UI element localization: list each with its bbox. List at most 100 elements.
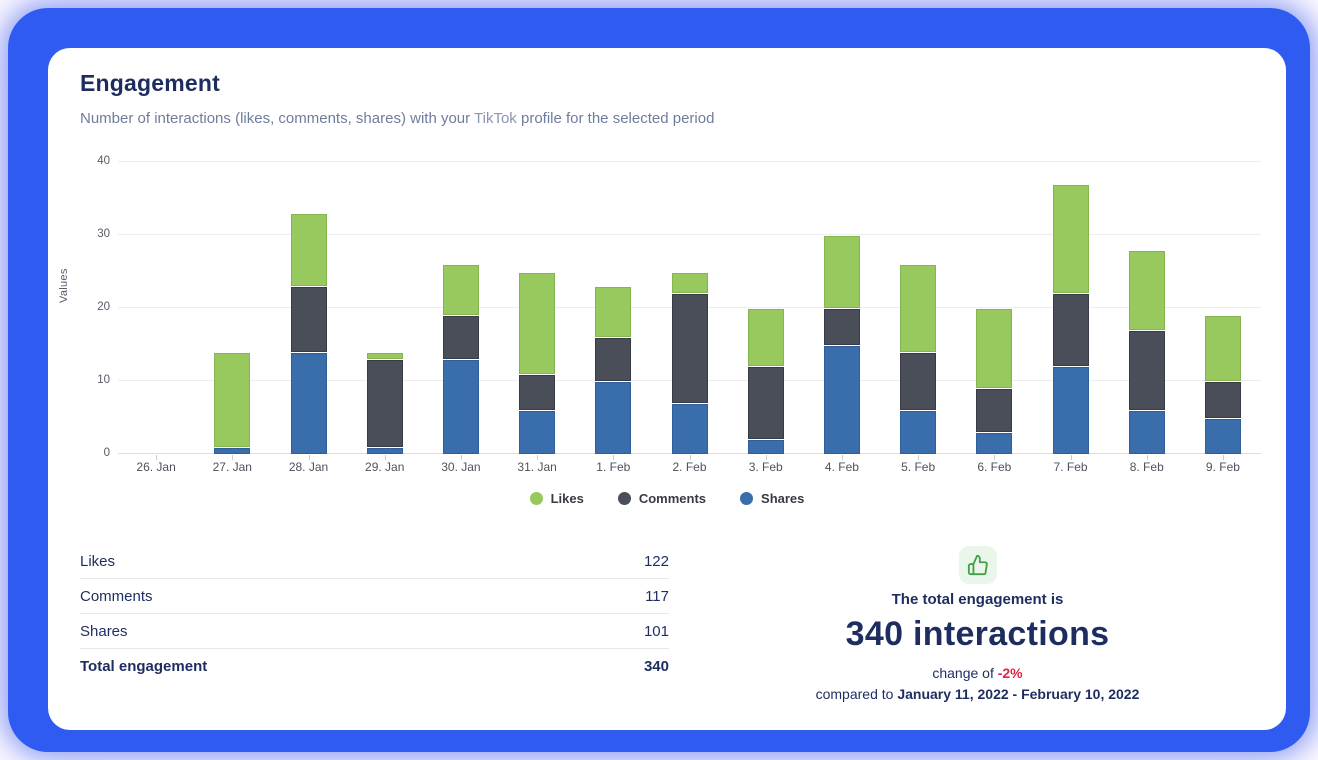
- row-value: 340: [643, 658, 669, 675]
- row-label: Total engagement: [80, 658, 208, 675]
- x-tick-label: 7. Feb: [1053, 460, 1088, 474]
- bar-segment-comments[interactable]: [595, 338, 632, 381]
- legend-dot-comments: [617, 492, 631, 505]
- bar-segment-shares[interactable]: [747, 440, 784, 454]
- summary-table: Likes 122 Comments 117 Shares 101 Total engage…: [80, 544, 669, 702]
- bar-column: [880, 162, 956, 460]
- total-heading: The total engagement is: [891, 591, 1064, 608]
- x-tick-label: 28. Jan: [288, 460, 329, 474]
- bar-segment-shares[interactable]: [519, 411, 556, 454]
- bar-segment-likes[interactable]: [900, 265, 937, 352]
- x-tick-label: 4. Feb: [824, 460, 859, 474]
- bar-segment-shares[interactable]: [823, 345, 860, 454]
- change-line: change of -2%: [669, 665, 1286, 681]
- x-tick-label: 8. Feb: [1129, 460, 1164, 474]
- bar-segment-likes[interactable]: [290, 214, 327, 287]
- stacked-bar[interactable]: [519, 272, 556, 454]
- subtitle-prefix: Number of interactions (likes, comments,…: [80, 110, 475, 127]
- stacked-bar[interactable]: [1204, 315, 1241, 454]
- bar-segment-shares[interactable]: [290, 352, 327, 454]
- bar-segment-comments[interactable]: [671, 294, 708, 403]
- stacked-bar[interactable]: [671, 272, 708, 454]
- legend-label: Likes: [550, 491, 584, 506]
- bar-segment-likes[interactable]: [1128, 250, 1165, 330]
- bar-segment-comments[interactable]: [442, 316, 479, 360]
- row-label: Shares: [80, 623, 128, 640]
- y-tick-label: 40: [97, 155, 110, 167]
- table-row: Likes 122: [80, 544, 669, 579]
- bar-segment-likes[interactable]: [823, 236, 860, 308]
- bar-segment-shares[interactable]: [1204, 418, 1241, 454]
- bar-segment-likes[interactable]: [366, 352, 403, 360]
- bar-segment-comments[interactable]: [747, 367, 784, 440]
- bar-segment-comments[interactable]: [823, 309, 860, 345]
- bar-column: [499, 162, 575, 460]
- bar-segment-likes[interactable]: [1204, 316, 1241, 381]
- bar-segment-shares[interactable]: [442, 360, 479, 454]
- bar-segment-likes[interactable]: [595, 287, 632, 338]
- bar-columns: [118, 162, 1261, 460]
- row-label: Likes: [80, 553, 116, 570]
- bar-column: [804, 162, 880, 460]
- stacked-bar[interactable]: [1128, 250, 1165, 454]
- bar-segment-shares[interactable]: [976, 433, 1013, 454]
- stacked-bar[interactable]: [442, 264, 479, 454]
- row-label: Comments: [80, 588, 153, 605]
- bar-segment-shares[interactable]: [1052, 367, 1089, 454]
- x-tick-label: 9. Feb: [1205, 460, 1240, 474]
- stacked-bar[interactable]: [214, 352, 251, 454]
- bar-column: [118, 162, 194, 460]
- bar-column: [575, 162, 651, 460]
- x-tick-label: 6. Feb: [977, 460, 1012, 474]
- bar-segment-comments[interactable]: [1128, 330, 1165, 411]
- bar-segment-likes[interactable]: [519, 272, 556, 374]
- bar-segment-likes[interactable]: [442, 265, 479, 316]
- bar-segment-shares[interactable]: [366, 447, 403, 454]
- x-tick-label: 5. Feb: [901, 460, 936, 474]
- legend-dot-shares: [740, 492, 754, 505]
- x-tick-label: 26. Jan: [136, 460, 176, 474]
- thumb-badge: [958, 546, 997, 584]
- bar-column: [1185, 162, 1261, 460]
- stacked-bar[interactable]: [290, 213, 327, 454]
- bar-segment-shares[interactable]: [214, 447, 251, 454]
- bar-segment-shares[interactable]: [900, 411, 937, 454]
- legend-item-likes[interactable]: Likes: [529, 491, 584, 506]
- stacked-bar[interactable]: [900, 264, 937, 454]
- compare-prefix: compared to: [815, 686, 898, 702]
- stacked-bar[interactable]: [823, 235, 860, 454]
- stacked-bar[interactable]: [595, 286, 632, 454]
- legend-dot-likes: [529, 492, 543, 505]
- bar-segment-comments[interactable]: [900, 352, 937, 411]
- bar-segment-likes[interactable]: [976, 309, 1013, 389]
- stacked-bar[interactable]: [366, 352, 403, 454]
- bar-segment-comments[interactable]: [976, 389, 1013, 433]
- bar-segment-likes[interactable]: [747, 309, 784, 367]
- stacked-bar[interactable]: [747, 308, 784, 454]
- legend-item-shares[interactable]: Shares: [740, 491, 804, 506]
- bar-segment-comments[interactable]: [1052, 294, 1089, 367]
- page-subtitle: Number of interactions (likes, comments,…: [80, 110, 1286, 127]
- x-tick-label: 27. Jan: [212, 460, 252, 474]
- bar-segment-likes[interactable]: [214, 352, 251, 447]
- y-tick-label: 20: [97, 301, 110, 313]
- x-tick-label: 30. Jan: [441, 460, 481, 474]
- legend-item-comments[interactable]: Comments: [617, 491, 706, 506]
- bar-segment-shares[interactable]: [671, 403, 708, 454]
- stacked-bar[interactable]: [976, 308, 1013, 454]
- stacked-bar[interactable]: [1052, 184, 1089, 454]
- compare-line: compared to January 11, 2022 - February …: [669, 686, 1286, 702]
- bar-segment-comments[interactable]: [519, 374, 556, 411]
- bar-column: [956, 162, 1032, 460]
- y-tick-label: 0: [103, 447, 110, 459]
- x-tick-label: 29. Jan: [365, 460, 405, 474]
- bar-segment-comments[interactable]: [1204, 382, 1241, 418]
- bar-segment-shares[interactable]: [1128, 411, 1165, 454]
- bar-segment-likes[interactable]: [671, 272, 708, 294]
- bar-segment-comments[interactable]: [290, 287, 327, 352]
- bar-segment-comments[interactable]: [366, 360, 403, 447]
- bar-segment-likes[interactable]: [1052, 184, 1089, 294]
- change-value: -2%: [997, 665, 1023, 681]
- y-tick-label: 30: [97, 228, 110, 240]
- bar-segment-shares[interactable]: [595, 382, 632, 454]
